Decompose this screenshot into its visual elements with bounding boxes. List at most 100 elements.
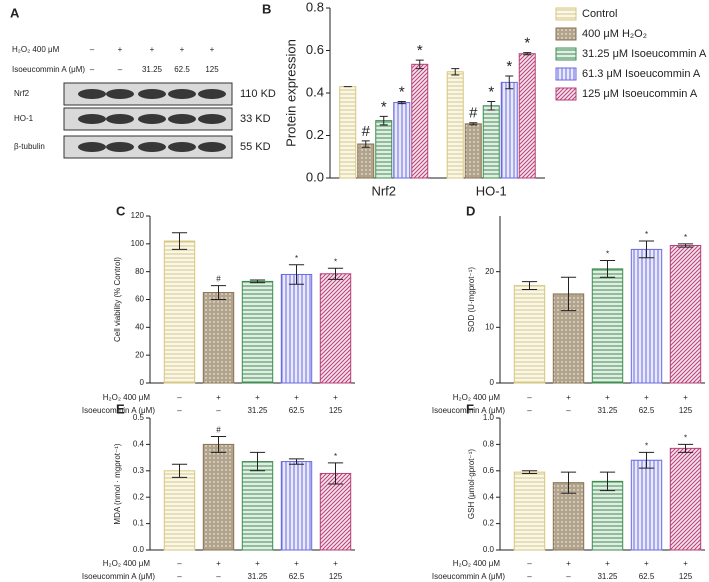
y-tick-label: 1.0 bbox=[483, 413, 495, 422]
legend-label: 61.3 μM Isoeucommin A bbox=[582, 68, 701, 80]
row-value: + bbox=[150, 45, 155, 54]
x-row-value: 62.5 bbox=[639, 572, 655, 581]
error-bar bbox=[379, 115, 388, 126]
y-tick-label: 120 bbox=[131, 211, 145, 220]
legend-swatch bbox=[555, 7, 577, 21]
y-axis-label: MDA (nmol · mgprot⁻¹) bbox=[113, 443, 122, 524]
error-bar bbox=[638, 240, 655, 259]
y-tick-label: 0.1 bbox=[133, 519, 145, 528]
x-tick-label: Nrf2 bbox=[371, 183, 396, 198]
blot-band bbox=[168, 89, 196, 99]
legend-swatch bbox=[555, 27, 577, 41]
error-bar bbox=[210, 285, 227, 300]
bar bbox=[518, 53, 536, 179]
bar bbox=[513, 285, 546, 384]
x-row-value: + bbox=[333, 393, 338, 402]
y-tick-label: 20 bbox=[135, 350, 144, 359]
blot-band bbox=[138, 142, 166, 152]
y-tick-label: 0.8 bbox=[483, 440, 495, 449]
significance-mark: * bbox=[334, 257, 337, 266]
y-tick-label: 0.2 bbox=[133, 492, 145, 501]
panel-label: F bbox=[466, 401, 474, 416]
x-row-label: Isoeucommin A (μM) bbox=[82, 406, 155, 415]
x-row-value: – bbox=[177, 559, 182, 568]
bar bbox=[669, 245, 702, 384]
significance-mark: # bbox=[362, 123, 371, 140]
legend-label: Control bbox=[582, 8, 617, 20]
x-row-value: + bbox=[644, 559, 649, 568]
bar bbox=[241, 280, 274, 384]
y-tick-label: 10 bbox=[485, 322, 494, 331]
significance-mark: * bbox=[606, 250, 609, 259]
x-row-value: 31.25 bbox=[597, 406, 618, 415]
blot-band bbox=[78, 114, 106, 124]
significance-mark: * bbox=[645, 230, 648, 239]
x-row-value: + bbox=[644, 393, 649, 402]
error-bar bbox=[599, 471, 616, 492]
x-row-value: – bbox=[527, 559, 532, 568]
blot-band bbox=[78, 89, 106, 99]
legend-swatch bbox=[555, 87, 577, 101]
blot-band bbox=[198, 114, 226, 124]
x-row-label: Isoeucommin A (μM) bbox=[432, 406, 505, 415]
row-label: H₂O₂ 400 μM bbox=[12, 45, 60, 54]
error-bar bbox=[171, 232, 188, 250]
blot-band bbox=[198, 89, 226, 99]
significance-mark: * bbox=[488, 83, 494, 100]
y-tick-label: 0.0 bbox=[483, 545, 495, 554]
bar bbox=[202, 292, 235, 384]
x-row-value: + bbox=[566, 559, 571, 568]
x-row-value: – bbox=[527, 406, 532, 415]
error-bar bbox=[521, 470, 538, 474]
bar bbox=[280, 461, 313, 551]
bar bbox=[319, 472, 352, 551]
x-row-value: + bbox=[566, 393, 571, 402]
y-tick-label: 20 bbox=[485, 267, 494, 276]
x-row-value: + bbox=[605, 393, 610, 402]
error-bar bbox=[327, 267, 344, 280]
row-value: – bbox=[90, 45, 95, 54]
band-name: HO-1 bbox=[14, 114, 34, 123]
band-name: β-tubulin bbox=[14, 142, 45, 151]
x-row-value: – bbox=[566, 406, 571, 415]
x-row-value: + bbox=[294, 559, 299, 568]
error-bar bbox=[599, 260, 616, 278]
x-row-value: + bbox=[255, 393, 260, 402]
significance-mark: * bbox=[399, 83, 405, 100]
significance-mark: # bbox=[469, 105, 478, 122]
x-row-value: + bbox=[683, 393, 688, 402]
row-label: Isoeucommin A (μM) bbox=[12, 65, 85, 74]
x-row-value: 125 bbox=[329, 572, 343, 581]
x-row-value: 62.5 bbox=[289, 572, 305, 581]
y-axis-label: SOD (U·mgprot⁻¹) bbox=[467, 267, 476, 332]
y-tick-label: 0.4 bbox=[133, 440, 145, 449]
significance-mark: * bbox=[645, 441, 648, 450]
blot-band bbox=[106, 89, 134, 99]
x-row-label: H₂O₂ 400 μM bbox=[453, 559, 501, 568]
y-tick-label: 0.2 bbox=[306, 127, 324, 142]
x-row-value: 62.5 bbox=[289, 406, 305, 415]
band-name: Nrf2 bbox=[14, 89, 30, 98]
bar bbox=[357, 143, 375, 179]
legend-label: 31.25 μM Isoeucommin A bbox=[582, 48, 707, 60]
blot-band bbox=[138, 114, 166, 124]
row-value: 125 bbox=[205, 65, 219, 74]
significance-mark: * bbox=[295, 254, 298, 263]
bar bbox=[591, 480, 624, 551]
significance-mark: # bbox=[216, 426, 221, 435]
x-row-value: – bbox=[177, 393, 182, 402]
row-value: + bbox=[118, 45, 123, 54]
bar bbox=[375, 120, 393, 179]
x-row-label: Isoeucommin A (μM) bbox=[432, 572, 505, 581]
error-bar bbox=[505, 75, 514, 90]
band-size: 55 KD bbox=[240, 141, 271, 153]
y-tick-label: 0.4 bbox=[306, 84, 324, 99]
blot-band bbox=[106, 142, 134, 152]
row-value: – bbox=[118, 65, 123, 74]
bar bbox=[280, 273, 313, 384]
legend-label: 125 μM Isoeucommin A bbox=[582, 88, 698, 100]
bar bbox=[482, 105, 500, 179]
y-axis-label: Protein expression bbox=[283, 39, 298, 147]
y-tick-label: 40 bbox=[135, 322, 144, 331]
